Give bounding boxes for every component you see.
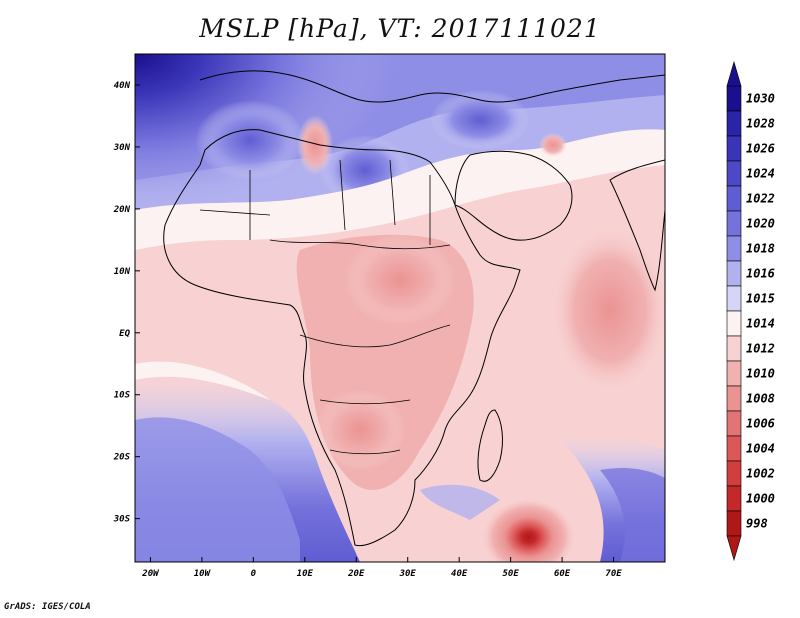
border-line-4 xyxy=(319,399,411,455)
field-gulf-low xyxy=(539,133,567,157)
lat-tick-label: 30S xyxy=(113,515,131,525)
colorbar-swatch xyxy=(726,110,742,137)
longitude-axis: 20W 10W 0 10E 20E 30E 40E 50E 60E 70E xyxy=(141,557,622,579)
colorbar-label: 1004 xyxy=(746,442,775,456)
colorbar-swatch xyxy=(726,410,742,437)
colorbar-swatch xyxy=(726,485,742,512)
india-coastline xyxy=(609,159,665,292)
border-line-3 xyxy=(339,159,431,245)
colorbar-label: 1026 xyxy=(746,142,775,156)
europe-coastline xyxy=(199,70,665,103)
field-sudan-low xyxy=(345,235,455,325)
colorbar-swatch xyxy=(726,185,742,212)
pressure-field xyxy=(135,54,665,562)
colorbar-label: 1024 xyxy=(746,167,775,181)
colorbar-swatch xyxy=(726,160,742,187)
field-southwest-indian-low xyxy=(480,497,577,562)
colorbar: 1030 1028 1026 1024 1022 1020 1018 1016 1015 1014… xyxy=(726,60,775,562)
colorbar-swatch xyxy=(726,210,742,237)
lat-tick-label: 10N xyxy=(114,267,131,277)
lat-tick-label: 20S xyxy=(113,453,131,463)
footer-credit: GrADS: IGES/COLA xyxy=(4,602,91,612)
field-southeast-core xyxy=(600,467,665,562)
lon-tick-label: 10W xyxy=(194,569,212,579)
lon-tick-label: 70E xyxy=(605,569,622,579)
colorbar-label: 1014 xyxy=(746,317,775,331)
arabia-coastline xyxy=(454,150,573,241)
lon-tick-label: 30E xyxy=(399,569,417,579)
field-south-atlantic-core xyxy=(135,417,300,562)
colorbar-label: 1008 xyxy=(746,392,775,406)
lon-tick-label: 20E xyxy=(347,569,365,579)
colorbar-bottom-arrow xyxy=(726,535,742,562)
field-1014-band xyxy=(135,129,665,250)
map-title: MSLP [hPa], VT: 2017111021 xyxy=(199,14,601,43)
colorbar-swatch xyxy=(726,310,742,337)
lon-tick-label: 20W xyxy=(141,569,160,579)
africa-coastline xyxy=(163,129,521,547)
field-kalahari-low xyxy=(315,390,405,470)
colorbar-swatch xyxy=(726,235,742,262)
colorbar-swatch xyxy=(726,385,742,412)
lat-tick-label: 10S xyxy=(114,391,131,401)
coastlines xyxy=(163,70,665,547)
colorbar-label: 1012 xyxy=(746,342,775,356)
lon-tick-label: 60E xyxy=(554,569,571,579)
colorbar-swatch xyxy=(726,510,742,537)
field-levant-high xyxy=(430,90,530,150)
colorbar-label: 1002 xyxy=(746,467,775,481)
border-line-5 xyxy=(199,170,271,240)
colorbar-label: 1015 xyxy=(746,292,775,306)
colorbar-swatch xyxy=(726,135,742,162)
colorbar-label: 1016 xyxy=(746,267,775,281)
colorbar-label: 998 xyxy=(746,517,768,531)
colorbar-label: 1010 xyxy=(746,367,775,381)
lon-tick-label: 0 xyxy=(251,569,257,579)
colorbar-swatch xyxy=(726,435,742,462)
border-line-1 xyxy=(299,324,451,348)
colorbar-label: 1018 xyxy=(746,242,775,256)
lat-tick-label: 30N xyxy=(113,143,131,153)
colorbar-label: 1006 xyxy=(746,417,775,431)
field-atlas-high xyxy=(195,100,305,180)
madagascar-coastline xyxy=(477,409,503,482)
lat-tick-label: 40N xyxy=(114,81,131,91)
colorbar-swatch xyxy=(726,360,742,387)
plot-frame xyxy=(134,53,666,563)
field-1014-south-band xyxy=(135,361,270,400)
lon-tick-label: 10E xyxy=(297,569,314,579)
latitude-axis: 40N 30N 20N 10N EQ 10S 20S 30S xyxy=(113,81,140,525)
field-indian-ocean-low xyxy=(550,225,665,395)
colorbar-label: 1000 xyxy=(746,492,775,506)
colorbar-swatch xyxy=(726,85,742,112)
lon-tick-label: 50E xyxy=(502,569,519,579)
colorbar-swatch xyxy=(726,285,742,312)
colorbar-swatch xyxy=(726,335,742,362)
colorbar-top-arrow xyxy=(726,60,742,87)
lon-tick-label: 40E xyxy=(451,569,468,579)
lat-tick-label: EQ xyxy=(119,329,130,339)
colorbar-label: 1028 xyxy=(746,117,775,131)
field-agulhas-ridge xyxy=(420,484,500,520)
border-line-2 xyxy=(269,239,451,250)
lat-tick-label: 20N xyxy=(113,205,131,215)
colorbar-swatch xyxy=(726,260,742,287)
colorbar-label: 1020 xyxy=(746,217,775,231)
colorbar-label: 1030 xyxy=(746,92,775,106)
field-morocco-low xyxy=(297,115,333,175)
colorbar-label: 1022 xyxy=(746,192,775,206)
colorbar-swatch xyxy=(726,460,742,487)
